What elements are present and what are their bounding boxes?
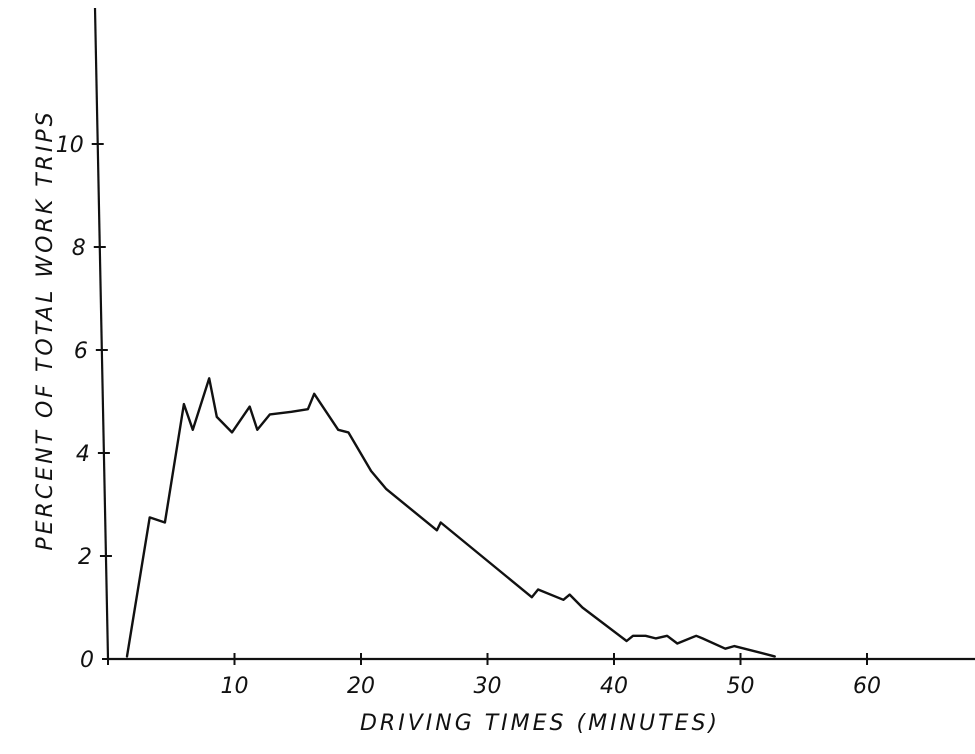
y-axis-line — [93, 7, 110, 660]
x-axis-label: DRIVING TIMES (MINUTES) — [360, 711, 720, 736]
x-tick-label: 30 — [474, 674, 502, 699]
y-tick-label: 4 — [76, 442, 90, 467]
chart-series — [125, 377, 776, 658]
x-tick-label: 50 — [727, 674, 755, 699]
y-tick-label: 8 — [72, 236, 86, 261]
chart-labels: DRIVING TIMES (MINUTES) PERCENT OF TOTAL… — [33, 109, 720, 736]
y-tick-label: 10 — [56, 133, 84, 158]
y-tick-label: 6 — [74, 339, 88, 364]
y-tick-label: 0 — [80, 648, 94, 673]
x-tick-label: 60 — [853, 674, 881, 699]
y-tick-label: 2 — [78, 545, 92, 570]
y-axis-label: PERCENT OF TOTAL WORK TRIPS — [33, 109, 58, 550]
x-tick-label: 10 — [221, 674, 249, 699]
series-line — [125, 377, 776, 658]
x-tick-label: 20 — [347, 674, 375, 699]
x-tick-label: 40 — [600, 674, 628, 699]
chart-axes: 0 2 4 6 8 10 10 20 30 40 50 60 — [56, 7, 975, 699]
